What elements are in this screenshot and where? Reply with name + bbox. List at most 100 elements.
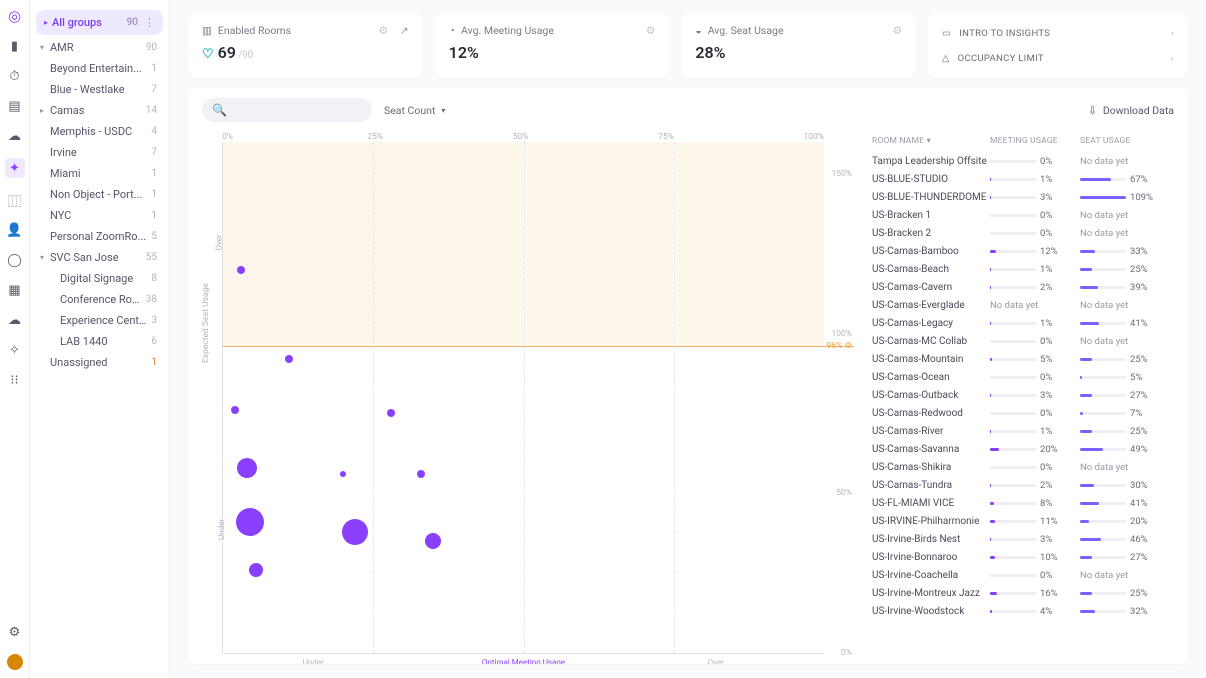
cloud-icon[interactable]: ☁ xyxy=(7,128,23,144)
bubble[interactable] xyxy=(231,406,239,414)
globe-icon[interactable]: ◯ xyxy=(7,252,23,268)
settings-icon[interactable]: ⚙ xyxy=(7,624,23,640)
projects-icon[interactable]: ▮ xyxy=(7,38,23,54)
insight-link[interactable]: ▭INTRO TO INSIGHTS› xyxy=(942,24,1174,43)
bulb-icon[interactable]: ✧ xyxy=(7,342,23,358)
pct-value: 20% xyxy=(1040,444,1058,455)
table-row[interactable]: US-BLUE-THUNDERDOME3%109% xyxy=(868,188,1178,206)
avatar[interactable] xyxy=(7,654,23,670)
table-row[interactable]: US-Camas-River1%25% xyxy=(868,422,1178,440)
cloud2-icon[interactable]: ☁ xyxy=(7,312,23,328)
table-row[interactable]: US-Camas-Cavern2%39% xyxy=(868,278,1178,296)
group-item[interactable]: Personal ZoomRo...5 xyxy=(36,226,163,247)
room-name: US-Irvine-Birds Nest xyxy=(872,534,990,545)
group-item[interactable]: Experience Center3 xyxy=(36,310,163,331)
group-item[interactable]: ▾AMR90 xyxy=(36,37,163,58)
group-item[interactable]: Irvine7 xyxy=(36,142,163,163)
search-field[interactable] xyxy=(233,104,375,116)
more-icon[interactable]: ⋮ xyxy=(144,16,155,29)
table-row[interactable]: US-Camas-Outback3%27% xyxy=(868,386,1178,404)
table-row[interactable]: US-Bracken 10%No data yet xyxy=(868,206,1178,224)
table-row[interactable]: US-Camas-Ocean0%5% xyxy=(868,368,1178,386)
layout-icon[interactable]: ▦ xyxy=(7,282,23,298)
pct-value: 27% xyxy=(1130,552,1148,563)
group-item[interactable]: Blue - Westlake7 xyxy=(36,79,163,100)
table-row[interactable]: US-Camas-Shikira0%No data yet xyxy=(868,458,1178,476)
content-card: 🔍 Seat Count ▾ ⇩ Download Data 0%25%50%7… xyxy=(188,88,1188,664)
book-icon[interactable]: ▤ xyxy=(7,98,23,114)
sliders-icon[interactable]: ⁝⁝ xyxy=(7,372,23,388)
table-row[interactable]: US-BLUE-STUDIO1%67% xyxy=(868,170,1178,188)
bubble[interactable] xyxy=(237,266,245,274)
bubble[interactable] xyxy=(342,519,368,545)
room-name: US-BLUE-STUDIO xyxy=(872,174,990,185)
brand-icon[interactable]: ◎ xyxy=(7,8,23,24)
table-row[interactable]: US-Irvine-Coachella0%No data yet xyxy=(868,566,1178,584)
group-item[interactable]: ▸Camas14 xyxy=(36,100,163,121)
table-row[interactable]: US-Camas-Savanna20%49% xyxy=(868,440,1178,458)
download-button[interactable]: ⇩ Download Data xyxy=(1088,104,1174,117)
table-row[interactable]: US-Camas-Mountain5%25% xyxy=(868,350,1178,368)
pct-value: 5% xyxy=(1040,354,1052,365)
room-name: US-IRVINE-Philharmonie xyxy=(872,516,990,527)
open-icon[interactable]: ↗ xyxy=(400,24,409,37)
table-row[interactable]: US-IRVINE-Philharmonie11%20% xyxy=(868,512,1178,530)
insight-link[interactable]: △OCCUPANCY LIMIT› xyxy=(942,49,1174,68)
person-icon[interactable]: 👤 xyxy=(7,222,23,238)
kpi-icon: ◒ xyxy=(695,24,701,37)
table-row[interactable]: US-FL-MIAMI VICE8%41% xyxy=(868,494,1178,512)
col-room-name[interactable]: ROOM NAME ▾ xyxy=(872,136,990,146)
chevron-right-icon: › xyxy=(1171,53,1174,64)
grid-icon[interactable]: ⿲ xyxy=(7,192,23,208)
table-row[interactable]: US-Camas-Tundra2%30% xyxy=(868,476,1178,494)
group-item[interactable]: Digital Signage8 xyxy=(36,268,163,289)
group-item[interactable]: Conference Roo...38 xyxy=(36,289,163,310)
table-row[interactable]: US-Irvine-Woodstock4%32% xyxy=(868,602,1178,620)
bubble[interactable] xyxy=(236,508,264,536)
table-row[interactable]: US-Camas-Beach1%25% xyxy=(868,260,1178,278)
pct-value: 49% xyxy=(1130,444,1148,455)
bubble[interactable] xyxy=(237,458,257,478)
bar-track xyxy=(990,196,1036,199)
group-item[interactable]: Unassigned1 xyxy=(36,352,163,373)
table-row[interactable]: US-Camas-Redwood0%7% xyxy=(868,404,1178,422)
groups-all[interactable]: ▸ All groups 90 ⋮ xyxy=(36,10,163,35)
group-item[interactable]: Memphis - USDC4 xyxy=(36,121,163,142)
group-item[interactable]: ▾SVC San Jose55 xyxy=(36,247,163,268)
table-row[interactable]: Tampa Leadership Offsite0%No data yet xyxy=(868,152,1178,170)
table-row[interactable]: US-Irvine-Bonnaroo10%27% xyxy=(868,548,1178,566)
search-input[interactable]: 🔍 xyxy=(202,98,372,122)
group-item[interactable]: LAB 14406 xyxy=(36,331,163,352)
pct-value: 3% xyxy=(1040,534,1052,545)
table-row[interactable]: US-Irvine-Montreux Jazz16%25% xyxy=(868,584,1178,602)
download-icon: ⇩ xyxy=(1088,104,1097,117)
pct-value: 1% xyxy=(1040,426,1052,437)
occupancy-limit-label[interactable]: 96% ⚙ xyxy=(826,341,852,351)
insight-label: INTRO TO INSIGHTS xyxy=(959,28,1050,39)
bubble[interactable] xyxy=(285,355,293,363)
gear-icon[interactable]: ⚙ xyxy=(646,24,655,37)
clock-icon[interactable]: ⏱ xyxy=(7,68,23,84)
group-item[interactable]: NYC1 xyxy=(36,205,163,226)
table-row[interactable]: US-Camas-EvergladeNo data yetNo data yet xyxy=(868,296,1178,314)
table-row[interactable]: US-Camas-Bamboo12%33% xyxy=(868,242,1178,260)
bubble[interactable] xyxy=(340,471,346,477)
table-row[interactable]: US-Camas-Legacy1%41% xyxy=(868,314,1178,332)
group-item[interactable]: Beyond Entertain...1 xyxy=(36,58,163,79)
table-row[interactable]: US-Irvine-Birds Nest3%46% xyxy=(868,530,1178,548)
bubble[interactable] xyxy=(417,470,425,478)
bubble[interactable] xyxy=(425,533,441,549)
bubble[interactable] xyxy=(249,563,263,577)
bubble[interactable] xyxy=(387,409,395,417)
table-row[interactable]: US-Camas-MC Collab0%No data yet xyxy=(868,332,1178,350)
insights-icon[interactable]: ✦ xyxy=(5,158,25,178)
table-row[interactable]: US-Bracken 20%No data yet xyxy=(868,224,1178,242)
col-seat-usage: SEAT USAGE xyxy=(1080,136,1172,146)
bar-track xyxy=(990,430,1036,433)
gear-icon[interactable]: ⚙ xyxy=(378,24,387,37)
group-item[interactable]: Non Object - Port...1 xyxy=(36,184,163,205)
gear-icon[interactable]: ⚙ xyxy=(893,24,902,37)
group-item[interactable]: Miami1 xyxy=(36,163,163,184)
sort-dropdown[interactable]: Seat Count ▾ xyxy=(384,104,445,117)
bar-track xyxy=(990,358,1036,361)
